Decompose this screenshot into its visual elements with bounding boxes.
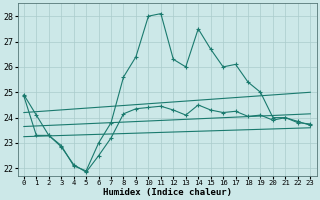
X-axis label: Humidex (Indice chaleur): Humidex (Indice chaleur) [103,188,232,197]
